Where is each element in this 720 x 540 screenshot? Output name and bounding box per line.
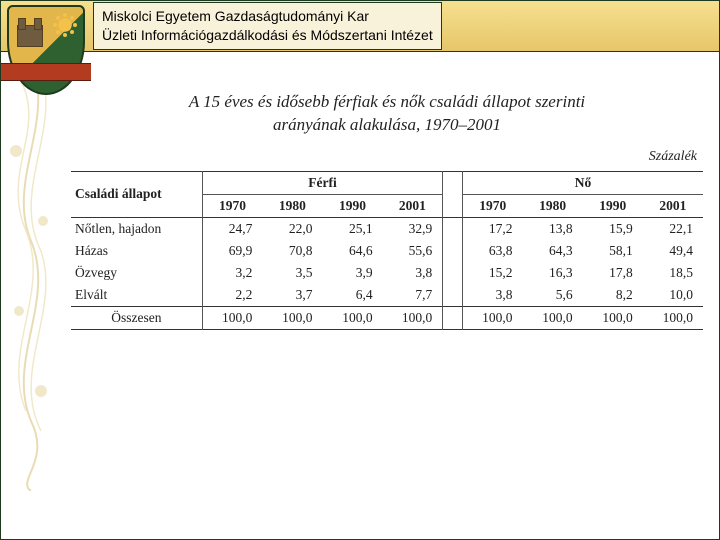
cell-m-3-2: 6,4	[322, 284, 382, 307]
cell-m-2-1: 3,5	[262, 262, 322, 284]
cell-m-2-0: 3,2	[202, 262, 262, 284]
total-f-2: 100,0	[583, 306, 643, 329]
table-row: Özvegy3,23,53,93,8 15,216,317,818,5	[71, 262, 703, 284]
cell-m-0-3: 32,9	[383, 217, 443, 240]
cell-f-3-3: 10,0	[643, 284, 703, 307]
year-f-2: 1990	[583, 194, 643, 217]
cell-f-3-1: 5,6	[523, 284, 583, 307]
row-label: Nőtlen, hajadon	[71, 217, 202, 240]
cell-f-2-3: 18,5	[643, 262, 703, 284]
total-m-3: 100,0	[383, 306, 443, 329]
cell-f-0-2: 15,9	[583, 217, 643, 240]
year-f-1: 1980	[523, 194, 583, 217]
table-body: Nőtlen, hajadon24,722,025,132,917,213,81…	[71, 217, 703, 306]
shield-icon	[7, 5, 85, 95]
sun-icon	[57, 17, 73, 33]
row-label: Elvált	[71, 284, 202, 307]
row-label: Házas	[71, 240, 202, 262]
flourish-icon	[1, 61, 61, 491]
cell-f-3-0: 3,8	[462, 284, 522, 307]
year-f-3: 2001	[643, 194, 703, 217]
row-gap	[443, 262, 463, 284]
cell-m-3-3: 7,7	[383, 284, 443, 307]
row-label: Özvegy	[71, 262, 202, 284]
slide: Miskolci Egyetem Gazdaságtudományi Kar Ü…	[0, 0, 720, 540]
cell-f-2-1: 16,3	[523, 262, 583, 284]
total-m-2: 100,0	[322, 306, 382, 329]
total-row: Összesen 100,0 100,0 100,0 100,0 100,0 1…	[71, 306, 703, 329]
total-gap	[443, 306, 463, 329]
cell-m-2-2: 3,9	[322, 262, 382, 284]
table-title: A 15 éves és idősebb férfiak és nők csal…	[71, 91, 703, 137]
year-f-0: 1970	[462, 194, 522, 217]
cell-f-2-2: 17,8	[583, 262, 643, 284]
cell-f-0-1: 13,8	[523, 217, 583, 240]
cell-f-1-0: 63,8	[462, 240, 522, 262]
row-gap	[443, 217, 463, 240]
row-gap	[443, 284, 463, 307]
row-gap	[443, 240, 463, 262]
header-bar: Miskolci Egyetem Gazdaságtudományi Kar Ü…	[1, 1, 719, 52]
table-container: A 15 éves és idősebb férfiak és nők csal…	[71, 91, 703, 330]
header-text: Miskolci Egyetem Gazdaságtudományi Kar Ü…	[93, 2, 442, 50]
table-row: Elvált2,23,76,47,7 3,85,68,210,0	[71, 284, 703, 307]
year-m-3: 2001	[383, 194, 443, 217]
year-m-1: 1980	[262, 194, 322, 217]
cell-f-1-1: 64,3	[523, 240, 583, 262]
header-row-groups: Családi állapot Férfi Nő	[71, 171, 703, 194]
header-line-2: Üzleti Információgazdálkodási és Módszer…	[102, 26, 433, 45]
cell-f-2-0: 15,2	[462, 262, 522, 284]
table-row: Nőtlen, hajadon24,722,025,132,9 17,213,81…	[71, 217, 703, 240]
decorative-flourish	[1, 61, 61, 491]
cell-m-1-1: 70,8	[262, 240, 322, 262]
table-row: Házas69,970,864,655,6 63,864,358,149,4	[71, 240, 703, 262]
total-m-0: 100,0	[202, 306, 262, 329]
data-table: Családi állapot Férfi Nő 1970 1980 1990 …	[71, 171, 703, 330]
year-m-2: 1990	[322, 194, 382, 217]
cell-m-0-2: 25,1	[322, 217, 382, 240]
group-male: Férfi	[202, 171, 443, 194]
cell-m-3-0: 2,2	[202, 284, 262, 307]
castle-icon	[17, 25, 43, 47]
cell-m-1-2: 64,6	[322, 240, 382, 262]
cell-m-0-0: 24,7	[202, 217, 262, 240]
table-title-line2: arányának alakulása, 1970–2001	[273, 115, 501, 134]
cell-f-1-3: 49,4	[643, 240, 703, 262]
cell-m-2-3: 3,8	[383, 262, 443, 284]
cell-f-1-2: 58,1	[583, 240, 643, 262]
cell-m-1-0: 69,9	[202, 240, 262, 262]
group-female: Nő	[462, 171, 703, 194]
header-line-1: Miskolci Egyetem Gazdaságtudományi Kar	[102, 7, 433, 26]
total-f-0: 100,0	[462, 306, 522, 329]
total-f-3: 100,0	[643, 306, 703, 329]
university-crest	[7, 5, 85, 99]
total-f-1: 100,0	[523, 306, 583, 329]
row-header-label: Családi állapot	[71, 171, 202, 217]
unit-label: Százalék	[71, 149, 697, 165]
cell-m-3-1: 3,7	[262, 284, 322, 307]
total-label: Összesen	[71, 306, 202, 329]
cell-f-0-0: 17,2	[462, 217, 522, 240]
ribbon-icon	[1, 63, 91, 81]
cell-m-1-3: 55,6	[383, 240, 443, 262]
year-m-0: 1970	[202, 194, 262, 217]
cell-f-3-2: 8,2	[583, 284, 643, 307]
table-title-line1: A 15 éves és idősebb férfiak és nők csal…	[189, 92, 585, 111]
total-m-1: 100,0	[262, 306, 322, 329]
cell-m-0-1: 22,0	[262, 217, 322, 240]
group-gap	[443, 171, 463, 217]
cell-f-0-3: 22,1	[643, 217, 703, 240]
